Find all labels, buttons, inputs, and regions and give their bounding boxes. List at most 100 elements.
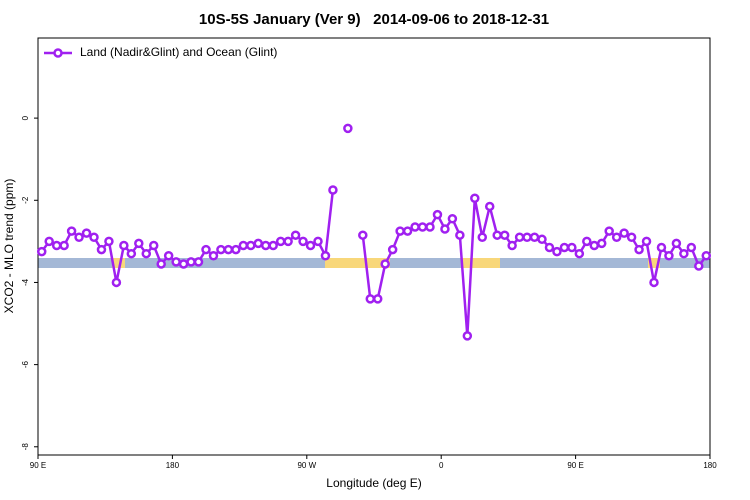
data-point [238, 240, 249, 251]
data-point [81, 228, 92, 238]
data-point [455, 230, 465, 240]
data-point [574, 248, 585, 259]
data-point [604, 226, 614, 236]
data-point [372, 294, 383, 304]
data-point [313, 236, 323, 247]
data-point [275, 236, 286, 247]
data-point [328, 185, 338, 195]
y-tick-label: -2 [21, 196, 30, 204]
y-tick-label: 0 [21, 115, 30, 120]
data-point [634, 244, 644, 255]
data-point [395, 226, 405, 236]
data-point [260, 240, 271, 251]
data-point [216, 244, 226, 255]
data-point [111, 277, 122, 288]
data-point [380, 259, 390, 269]
data-point [619, 228, 629, 238]
data-point [358, 230, 368, 240]
data-point [201, 244, 211, 255]
plot-frame [37, 37, 711, 456]
data-point [417, 222, 428, 232]
x-tick-label: 180 [166, 461, 180, 470]
data-point [589, 240, 600, 251]
data-point [253, 238, 264, 249]
data-point [484, 201, 495, 212]
data-point [544, 242, 555, 253]
data-point [66, 226, 77, 236]
data-point [462, 331, 473, 341]
x-axis-label: Longitude (deg E) [326, 476, 421, 490]
data-point [522, 232, 532, 243]
data-point [141, 248, 152, 259]
data-point [447, 214, 458, 224]
data-point [537, 234, 547, 245]
y-tick-label: -4 [21, 278, 30, 286]
data-point [649, 277, 659, 288]
data-point [223, 244, 234, 255]
y-tick-label: -6 [21, 361, 30, 369]
data-point [410, 222, 420, 232]
y-tick-label: -8 [21, 443, 30, 451]
data-point [656, 242, 667, 253]
data-point [507, 240, 517, 251]
data-point [59, 240, 69, 251]
data-point [425, 222, 435, 232]
data-point [679, 248, 689, 259]
data-point [701, 250, 712, 261]
chart-title: 10S-5S January (Ver 9) 2014-09-06 to 201… [199, 11, 549, 28]
data-point [89, 232, 99, 243]
land-strip [112, 258, 125, 268]
data-point [626, 232, 637, 243]
x-tick-label: 180 [703, 461, 717, 470]
data-point [559, 242, 570, 253]
data-point [365, 294, 376, 304]
data-point [186, 257, 196, 267]
data-point [74, 232, 84, 243]
data-point [208, 250, 219, 261]
data-point [440, 224, 450, 234]
data-point [320, 250, 331, 261]
legend-label: Land (Nadir&Glint) and Ocean (Glint) [80, 45, 277, 59]
data-point [402, 226, 413, 236]
data-point [231, 244, 241, 255]
data-point [290, 230, 301, 240]
surface-strip [38, 258, 710, 268]
data-point [664, 250, 674, 261]
data-point [156, 259, 166, 269]
land-strip [648, 258, 660, 268]
data-point [641, 236, 652, 247]
x-tick-label: 90 E [30, 461, 46, 470]
data-point [499, 230, 510, 240]
x-tick-label: 90 E [567, 461, 583, 470]
data-point [171, 257, 181, 267]
data-point [268, 240, 278, 251]
data-point [246, 240, 256, 251]
data-point [514, 232, 525, 243]
data-point [529, 232, 540, 243]
data-point [96, 244, 107, 255]
legend-marker [53, 48, 63, 58]
data-point [148, 240, 159, 251]
x-tick-label: 0 [439, 461, 444, 470]
data-point [305, 240, 316, 251]
data-point [432, 209, 443, 220]
data-point [671, 238, 682, 249]
data-point [552, 246, 562, 257]
data-point [582, 236, 592, 247]
data-point [694, 261, 704, 271]
data-point [387, 244, 398, 255]
y-axis-label: XCO2 - MLO trend (ppm) [2, 179, 16, 314]
x-tick-label: 90 W [297, 461, 316, 470]
data-point [126, 248, 137, 259]
data-point [470, 193, 480, 203]
data-point [134, 238, 144, 249]
data-point [596, 238, 607, 249]
data-point [686, 242, 697, 253]
data-point [477, 232, 488, 243]
land-strip [325, 258, 390, 268]
data-point [343, 123, 353, 134]
data-point [567, 242, 577, 253]
data-point [283, 236, 293, 247]
data-point [51, 240, 62, 251]
